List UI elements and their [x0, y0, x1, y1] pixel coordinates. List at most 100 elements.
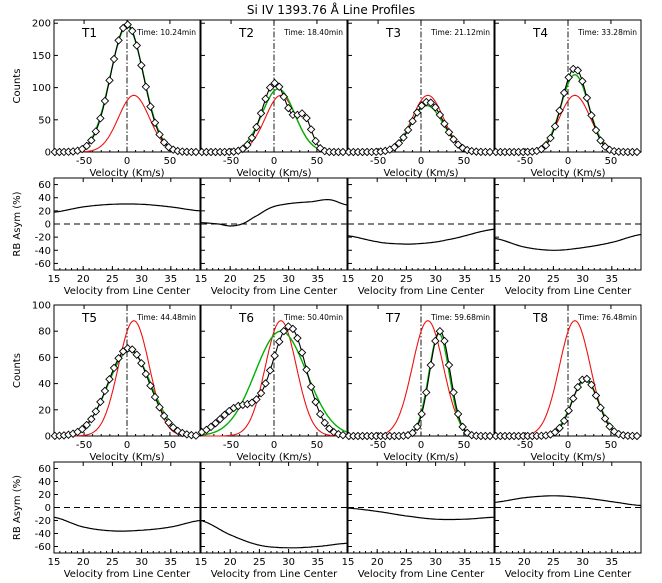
observed-data-point: [100, 96, 110, 106]
x-tick-label: 50: [311, 440, 324, 451]
panel-label: T4: [532, 26, 548, 40]
panel-label: T8: [532, 311, 548, 325]
observed-data-point: [541, 141, 551, 150]
observed-data-point: [338, 430, 348, 440]
observed-data-point: [587, 380, 596, 390]
x-tick-label: 25: [253, 557, 266, 568]
y-tick-label: 40: [38, 193, 51, 204]
observed-data-point: [632, 147, 642, 157]
time-annotation: Time: 18.40min: [283, 28, 343, 37]
observed-data-point: [399, 133, 408, 142]
y-axis-label: Counts: [12, 353, 23, 388]
observed-data-point: [270, 351, 279, 360]
time-annotation: Time: 44.48min: [136, 313, 196, 322]
observed-data-point: [137, 61, 146, 70]
x-tick-label: 20: [518, 557, 531, 568]
observed-data-point: [431, 336, 440, 346]
x-tick-label: 20: [371, 274, 384, 285]
observed-data-point: [569, 394, 578, 403]
observed-data-point: [569, 64, 578, 74]
observed-data-point: [109, 54, 119, 64]
x-tick-label: 50: [605, 156, 618, 167]
x-axis-label: Velocity (Km/s): [236, 168, 311, 179]
observed-data-point: [146, 102, 155, 111]
observed-data-point: [555, 423, 564, 433]
observed-data-point: [159, 411, 169, 421]
observed-data-point: [137, 359, 146, 368]
observed-data-point: [77, 424, 87, 434]
observed-data-point: [408, 116, 417, 126]
observed-data-point: [132, 41, 142, 50]
observed-data-point: [243, 140, 252, 150]
rb-asymmetry-line: [494, 495, 642, 507]
observed-data-point: [275, 82, 284, 92]
observed-data-point: [105, 374, 114, 384]
y-tick-label: 60: [38, 464, 51, 475]
time-annotation: Time: 33.28min: [577, 28, 637, 37]
observed-data-point: [564, 73, 573, 82]
observed-data-point: [206, 422, 216, 432]
x-tick-label: 15: [195, 274, 208, 285]
x-tick-label: 30: [135, 274, 148, 285]
observed-data-point: [302, 113, 311, 123]
x-tick-label: -50: [223, 440, 239, 451]
observed-data-point: [412, 108, 422, 117]
x-tick-label: -50: [517, 440, 533, 451]
x-tick-label: -50: [223, 156, 239, 167]
observed-data-point: [485, 431, 495, 441]
x-tick-label: 50: [164, 156, 177, 167]
rb-asymmetry-line: [201, 199, 348, 227]
rb-asymmetry-line: [347, 228, 495, 245]
x-tick-label: 35: [458, 274, 471, 285]
observed-data-point: [591, 391, 601, 400]
observed-data-point: [279, 326, 289, 336]
observed-data-point: [449, 135, 458, 144]
y-tick-label: 80: [38, 327, 51, 338]
x-tick-label: 20: [518, 274, 531, 285]
x-tick-label: 0: [124, 440, 130, 451]
x-tick-label: 30: [576, 274, 589, 285]
panel-label: T1: [81, 26, 97, 40]
x-tick-label: 50: [605, 440, 618, 451]
observed-data-point: [559, 88, 569, 98]
observed-data-point: [252, 395, 261, 404]
observed-data-point: [256, 388, 266, 398]
observed-data-point: [537, 144, 546, 154]
observed-data-point: [426, 360, 436, 370]
y-axis-label: Counts: [12, 69, 23, 104]
observed-data-point: [191, 147, 201, 157]
observed-data-point: [306, 382, 316, 392]
rb-asymmetry-line: [347, 507, 494, 521]
x-tick-label: 50: [311, 156, 324, 167]
observed-data-point: [417, 409, 426, 419]
observed-data-point: [265, 83, 275, 92]
observed-data-point: [334, 429, 343, 439]
observed-data-point: [408, 428, 417, 438]
x-tick-label: 35: [164, 274, 177, 285]
observed-data-point: [578, 77, 587, 86]
x-tick-label: -50: [370, 440, 386, 451]
y-tick-label: 0: [45, 148, 51, 159]
x-tick-label: -50: [76, 440, 92, 451]
x-tick-label: 15: [342, 274, 355, 285]
observed-data-point: [596, 403, 605, 412]
observed-data-point: [252, 122, 261, 132]
observed-data-point: [564, 406, 573, 415]
x-tick-label: 35: [605, 274, 618, 285]
x-tick-label: 15: [48, 274, 61, 285]
observed-data-point: [435, 110, 445, 120]
observed-data-point: [82, 141, 91, 151]
observed-data-point: [141, 82, 151, 92]
panel-label: T6: [238, 311, 254, 325]
y-tick-label: 20: [38, 405, 51, 416]
time-annotation: Time: 50.40min: [283, 313, 343, 322]
observed-data-point: [91, 127, 101, 136]
observed-data-point: [462, 428, 472, 438]
